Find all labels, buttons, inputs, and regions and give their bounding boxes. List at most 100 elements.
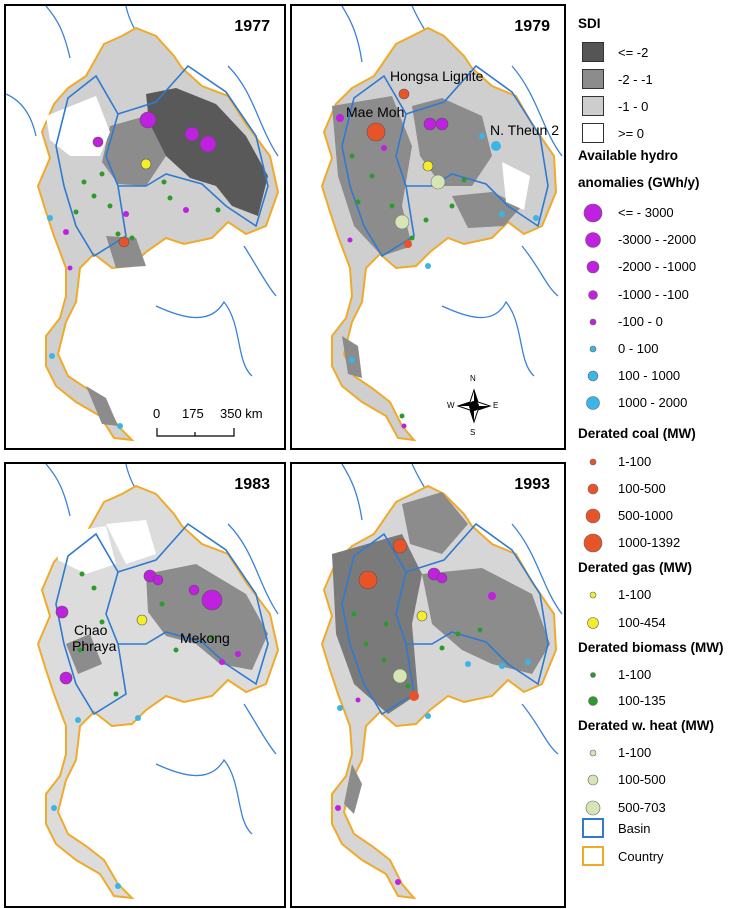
legend-hydro-item: 100 - 1000 (576, 365, 750, 387)
label-chao: Chao (74, 622, 108, 638)
legend-coal-item: 1-100 (576, 451, 750, 473)
plant-markers (335, 538, 531, 885)
scale-bar: 0 175 350 km (153, 406, 266, 446)
legend-wheat-item: 1-100 (576, 742, 750, 764)
legend-gas-item: 1-100 (576, 584, 750, 606)
legend-hydro-symbol (583, 203, 603, 223)
legend-hydro-symbol (586, 396, 600, 410)
legend-label: 100-135 (618, 693, 666, 708)
legend-title-hydro-2: anomalies (GWh/y) (578, 175, 700, 190)
legend-hydro-item: 0 - 100 (576, 338, 750, 360)
legend-biomass-symbol (590, 672, 596, 678)
legend-label: 0 - 100 (618, 341, 659, 356)
legend-label: <= - 3000 (618, 205, 674, 220)
panel-year: 1983 (234, 476, 270, 493)
legend-wheat-symbol (589, 749, 597, 757)
map-panel-1983: 1983 Chao Phraya Mekong (4, 462, 286, 908)
legend-label: -1000 - -100 (618, 287, 689, 302)
legend-label: Country (618, 849, 664, 864)
basin-swatch (582, 818, 604, 838)
legend-hydro-item: -2000 - -1000 (576, 256, 750, 278)
compass-s: S (470, 428, 476, 437)
plant-markers (47, 111, 221, 429)
legend-hydro-symbol (589, 345, 597, 353)
swatch (582, 69, 604, 89)
basin-boundaries (55, 522, 269, 716)
basin-lines (6, 6, 279, 377)
label-phraya: Phraya (72, 638, 117, 654)
legend: SDI <= -2 -2 - -1 -1 - 0 >= 0 Available … (576, 14, 750, 894)
legend-label: -2000 - -1000 (618, 259, 697, 274)
legend-hydro-symbol (585, 232, 601, 248)
legend-title-biomass: Derated biomass (MW) (578, 640, 724, 655)
label-mae-moh: Mae Moh (346, 104, 405, 120)
legend-hydro-symbol (586, 260, 600, 274)
legend-coal-item: 1000-1392 (576, 532, 750, 554)
legend-sdi-item: -2 - -1 (576, 69, 750, 91)
legend-basin-item: Basin (576, 818, 750, 840)
legend-gas-item: 100-454 (576, 612, 750, 634)
legend-biomass-symbol (588, 696, 598, 706)
legend-title-sdi: SDI (578, 16, 601, 31)
map-panel-1977: 1977 0 175 350 km (4, 4, 286, 450)
label-mekong: Mekong (180, 630, 230, 646)
legend-hydro-item: 1000 - 2000 (576, 392, 750, 414)
panel-year: 1977 (234, 18, 270, 35)
legend-biomass-item: 100-135 (576, 690, 750, 712)
scale-bar-line (156, 428, 235, 437)
legend-label: Basin (618, 821, 651, 836)
legend-label: 100-454 (618, 615, 666, 630)
legend-biomass-item: 1-100 (576, 664, 750, 686)
legend-label: >= 0 (618, 126, 645, 141)
legend-label: 1-100 (618, 745, 652, 760)
legend-gas-symbol (587, 617, 599, 629)
plant-markers (51, 569, 241, 889)
legend-country-item: Country (576, 846, 750, 868)
legend-coal-symbol (587, 483, 599, 495)
basin-boundaries (341, 64, 549, 258)
legend-label: 500-1000 (618, 508, 673, 523)
legend-label: 1-100 (618, 667, 652, 682)
legend-hydro-symbol (587, 370, 599, 382)
legend-title-wheat: Derated w. heat (MW) (578, 718, 715, 733)
legend-label: -1 - 0 (618, 99, 649, 114)
legend-hydro-item: -100 - 0 (576, 311, 750, 333)
scale-tick-175: 175 (182, 406, 204, 421)
compass-rose (456, 388, 492, 424)
panel-year: 1979 (514, 18, 550, 35)
legend-title-hydro-1: Available hydro (578, 148, 679, 163)
compass-n: N (470, 374, 476, 383)
map-panel-1979: 1979 Hongsa Lignite Mae Moh N. Theun 2 N… (290, 4, 566, 450)
basin-boundaries (55, 64, 269, 258)
legend-hydro-symbol (589, 318, 597, 326)
compass-w: W (447, 401, 455, 410)
legend-title-gas: Derated gas (MW) (578, 560, 693, 575)
map-1979 (320, 6, 563, 442)
legend-coal-symbol (583, 533, 603, 553)
compass-e: E (493, 401, 499, 410)
legend-label: -100 - 0 (618, 314, 663, 329)
legend-sdi-item: >= 0 (576, 123, 750, 145)
legend-sdi-item: -1 - 0 (576, 96, 750, 118)
legend-wheat-symbol (585, 800, 601, 816)
legend-label: <= -2 (618, 45, 649, 60)
legend-gas-symbol (589, 591, 597, 599)
legend-label: 100 - 1000 (618, 368, 681, 383)
legend-wheat-symbol (587, 774, 599, 786)
map-1983 (36, 464, 280, 900)
map-1993 (320, 464, 563, 900)
scale-tick-0: 0 (153, 406, 161, 421)
map-panel-1993: 1993 (290, 462, 566, 908)
legend-label: 1000 - 2000 (618, 395, 688, 410)
legend-label: -2 - -1 (618, 72, 653, 87)
legend-label: 100-500 (618, 481, 666, 496)
plant-markers (336, 88, 539, 429)
country-area (320, 26, 558, 442)
legend-hydro-item: -3000 - -2000 (576, 229, 750, 251)
basin-lines (45, 464, 279, 835)
country-swatch (582, 846, 604, 866)
country-area (36, 26, 280, 442)
legend-coal-item: 500-1000 (576, 505, 750, 527)
legend-coal-item: 100-500 (576, 478, 750, 500)
swatch (582, 96, 604, 116)
